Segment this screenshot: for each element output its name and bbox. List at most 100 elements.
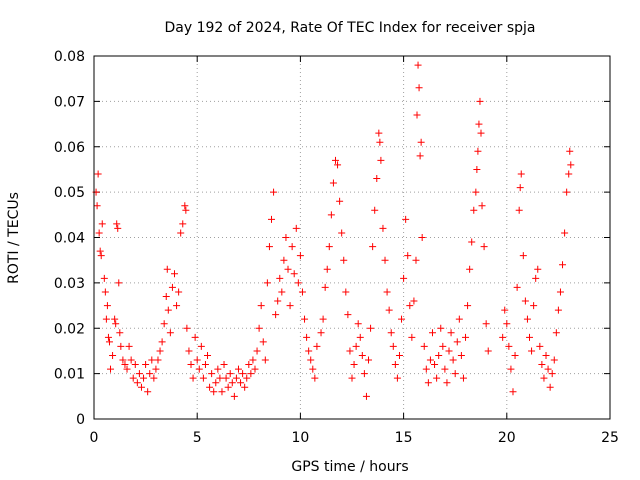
data-point xyxy=(554,306,562,314)
data-point xyxy=(482,320,490,328)
data-point xyxy=(365,356,373,364)
data-point xyxy=(459,374,467,382)
data-point xyxy=(526,333,534,341)
data-point xyxy=(115,279,123,287)
data-point xyxy=(282,234,290,241)
data-point xyxy=(523,315,531,323)
data-point xyxy=(567,161,575,169)
data-point xyxy=(290,270,298,278)
data-point xyxy=(426,356,434,364)
data-point xyxy=(550,356,558,364)
data-point xyxy=(241,383,249,391)
data-point xyxy=(381,256,389,264)
data-point xyxy=(193,356,201,364)
x-tick-label: 5 xyxy=(193,430,202,446)
data-point xyxy=(556,288,564,296)
data-point xyxy=(104,333,112,341)
data-point xyxy=(286,302,294,310)
data-point xyxy=(148,356,156,364)
data-point xyxy=(424,379,432,387)
data-point xyxy=(239,370,247,378)
data-point xyxy=(218,388,226,396)
data-point xyxy=(265,243,273,251)
data-point xyxy=(119,356,127,364)
x-tick-label: 25 xyxy=(601,430,619,446)
data-point xyxy=(530,302,538,310)
data-point xyxy=(98,220,106,228)
data-point xyxy=(449,356,457,364)
data-point xyxy=(121,361,129,369)
data-point xyxy=(404,252,412,260)
data-point xyxy=(441,365,449,373)
data-point xyxy=(507,365,515,373)
data-point xyxy=(152,365,160,373)
data-point xyxy=(253,347,261,355)
data-point xyxy=(181,202,189,210)
data-point xyxy=(376,138,384,146)
data-point xyxy=(464,302,472,310)
data-point xyxy=(519,252,527,260)
data-point xyxy=(565,170,573,178)
data-point xyxy=(226,370,234,378)
plot-frame xyxy=(93,55,611,420)
data-point xyxy=(125,342,133,350)
data-point xyxy=(182,206,190,214)
data-point xyxy=(305,347,313,355)
data-point xyxy=(224,383,232,391)
data-point xyxy=(536,342,544,350)
data-point xyxy=(309,365,317,373)
data-point xyxy=(431,361,439,369)
x-tick-labels: 0 5 10 15 20 25 xyxy=(90,430,619,446)
data-point xyxy=(257,302,265,310)
data-point xyxy=(548,370,556,378)
data-point xyxy=(414,61,422,69)
data-point xyxy=(270,188,278,196)
data-point xyxy=(268,215,276,223)
data-point xyxy=(179,220,187,228)
data-point xyxy=(103,302,111,310)
data-point xyxy=(398,315,406,323)
data-point xyxy=(437,324,445,332)
data-point xyxy=(230,392,238,400)
data-point xyxy=(189,374,197,382)
data-point xyxy=(480,243,488,251)
data-point xyxy=(114,224,122,232)
data-point xyxy=(311,374,319,382)
y-tick-label: 0.05 xyxy=(54,185,85,201)
data-point xyxy=(420,342,428,350)
data-point xyxy=(185,347,193,355)
data-point xyxy=(199,374,207,382)
data-point xyxy=(228,379,236,387)
data-point xyxy=(137,383,145,391)
data-point xyxy=(95,229,103,237)
data-point xyxy=(251,365,259,373)
data-point xyxy=(247,370,255,378)
data-point xyxy=(477,129,485,137)
y-tick-label: 0.06 xyxy=(54,140,85,156)
data-point xyxy=(385,306,393,314)
data-point xyxy=(561,229,569,237)
data-point xyxy=(129,374,137,382)
data-point xyxy=(340,256,348,264)
data-point xyxy=(292,224,300,232)
data-point xyxy=(478,202,486,210)
data-point xyxy=(362,392,370,400)
y-tick-label: 0.07 xyxy=(54,94,85,110)
data-point xyxy=(354,320,362,328)
data-point xyxy=(296,252,304,260)
data-point xyxy=(234,365,242,373)
data-point xyxy=(476,97,484,105)
data-point xyxy=(528,347,536,355)
data-point xyxy=(563,188,571,196)
data-point xyxy=(451,370,459,378)
data-point xyxy=(319,315,327,323)
data-point xyxy=(208,370,216,378)
data-point xyxy=(146,370,154,378)
data-point xyxy=(259,338,267,346)
y-tick-label: 0 xyxy=(76,412,85,428)
data-point xyxy=(105,338,113,346)
data-point xyxy=(516,184,524,192)
data-point xyxy=(383,288,391,296)
y-tick-labels: 0 0.01 0.02 0.03 0.04 0.05 0.06 0.07 0.08 xyxy=(54,49,85,428)
data-point xyxy=(278,288,286,296)
